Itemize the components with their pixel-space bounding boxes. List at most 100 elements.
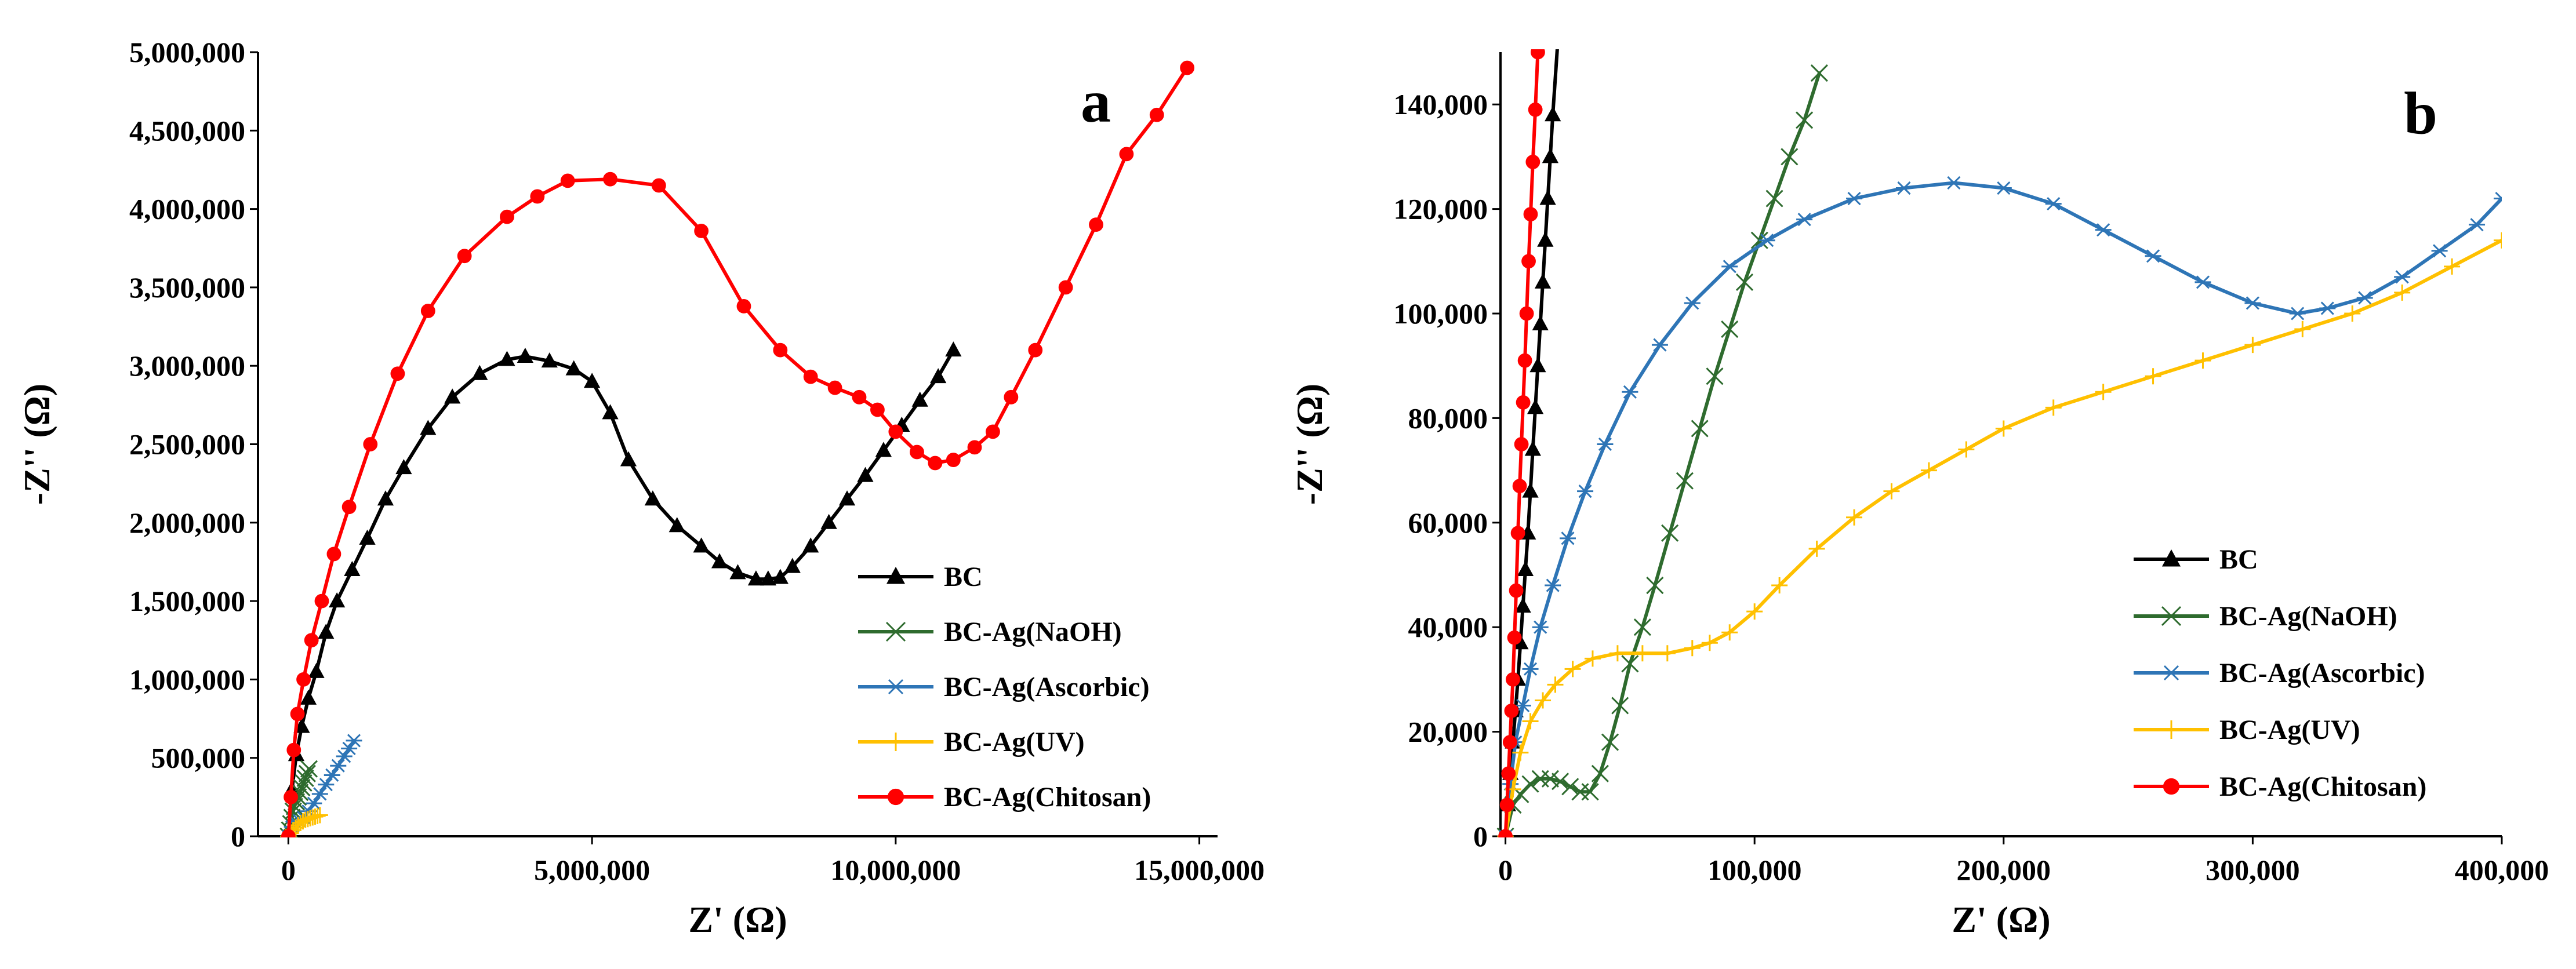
data-point	[2045, 399, 2062, 416]
legend-marker	[2161, 549, 2181, 567]
data-point	[346, 734, 362, 748]
x-tick-label: 200,000	[1957, 854, 2051, 886]
y-tick-label: 40,000	[1408, 611, 1488, 643]
data-point	[298, 764, 316, 782]
data-point	[1504, 704, 1519, 718]
data-point	[668, 517, 685, 533]
data-point	[1514, 437, 1529, 451]
data-point	[444, 388, 461, 404]
data-point	[2045, 197, 2062, 211]
y-tick-label: 1,500,000	[129, 585, 245, 617]
data-point	[1519, 306, 1534, 321]
series-line	[286, 66, 1189, 837]
data-point	[2145, 368, 2161, 385]
data-point	[2289, 307, 2306, 320]
y-tick-label: 80,000	[1408, 402, 1488, 434]
data-point	[2319, 301, 2336, 315]
data-point	[359, 529, 376, 545]
data-point	[1180, 60, 1195, 75]
data-point	[693, 537, 710, 553]
y-axis-title: -Z'' (Ω)	[1289, 384, 1330, 505]
x-tick-label: 400,000	[2455, 854, 2549, 886]
data-point	[1735, 273, 1754, 291]
legend-label: BC-Ag(NaOH)	[944, 617, 1122, 647]
data-point	[295, 774, 313, 792]
data-point	[500, 209, 514, 224]
data-point	[1499, 797, 1514, 813]
data-point	[1004, 389, 1019, 405]
data-point	[1559, 531, 1576, 545]
series-bc-ag-chitosan	[281, 60, 1195, 837]
data-point	[300, 760, 318, 778]
data-point	[306, 796, 322, 810]
data-point	[1601, 733, 1619, 751]
data-point	[395, 459, 412, 475]
series-bc-ag-naoh	[1496, 64, 1828, 837]
data-point	[838, 490, 856, 506]
data-point	[1532, 315, 1549, 331]
x-axis-title: Z' (Ω)	[1952, 899, 2050, 940]
data-point	[2394, 284, 2411, 301]
data-point	[2194, 352, 2211, 369]
data-point	[1684, 296, 1701, 310]
data-point	[2356, 291, 2373, 305]
data-point	[308, 662, 325, 678]
legend-label: BC-Ag(NaOH)	[2219, 601, 2397, 632]
data-point	[1524, 440, 1541, 456]
y-tick-label: 4,000,000	[129, 193, 245, 225]
data-point	[329, 592, 346, 608]
data-point	[603, 172, 617, 187]
data-point	[1883, 483, 1900, 500]
data-point	[1895, 181, 1912, 195]
data-point	[930, 368, 947, 384]
data-point	[875, 442, 892, 457]
data-point	[1646, 576, 1664, 595]
data-point	[2469, 218, 2486, 232]
data-point	[729, 564, 746, 580]
data-point	[1796, 111, 1814, 129]
series-bc	[283, 341, 962, 837]
series-bc-ag-uv	[1497, 232, 2502, 837]
data-point	[602, 404, 619, 420]
data-point	[530, 189, 545, 204]
data-point	[760, 570, 777, 586]
legend: BC BC-Ag(NaOH) BC-Ag(Ascorbic) BC-Ag(UV) BC-…	[858, 562, 1151, 813]
legend-marker	[885, 621, 906, 642]
data-point	[1529, 357, 1546, 373]
plot-area	[1496, 49, 2502, 837]
data-point	[928, 456, 943, 471]
data-point	[2145, 249, 2161, 263]
data-point	[1676, 472, 1694, 490]
data-point	[1796, 213, 1813, 227]
data-point	[945, 341, 962, 357]
data-point	[1522, 713, 1539, 730]
legend-label: BC-Ag(Ascorbic)	[944, 672, 1150, 702]
data-point	[1545, 106, 1561, 122]
data-point	[1534, 273, 1552, 289]
legend-marker	[2162, 720, 2181, 739]
series-bc-ag-chitosan	[1498, 49, 1545, 837]
data-point	[1535, 692, 1552, 709]
data-point	[1547, 676, 1564, 693]
data-point	[1995, 420, 2012, 437]
data-point	[911, 391, 928, 407]
data-point	[2095, 384, 2112, 400]
data-point	[1591, 764, 1609, 782]
data-point	[1516, 395, 1531, 410]
x-tick-label: 10,000,000	[830, 854, 961, 886]
data-point	[1545, 578, 1561, 592]
data-point	[946, 453, 961, 467]
y-tick-label: 5,000,000	[129, 36, 245, 68]
data-point	[1531, 49, 1545, 60]
data-point	[1522, 482, 1539, 498]
data-point	[802, 537, 819, 553]
data-point	[784, 558, 801, 573]
y-tick-label: 1,000,000	[129, 663, 245, 695]
data-point	[1510, 526, 1525, 541]
data-point	[311, 807, 328, 824]
data-point	[1581, 783, 1599, 801]
data-point	[390, 366, 405, 381]
data-point	[1609, 645, 1626, 662]
data-point	[1746, 603, 1763, 620]
data-point	[1771, 577, 1788, 594]
